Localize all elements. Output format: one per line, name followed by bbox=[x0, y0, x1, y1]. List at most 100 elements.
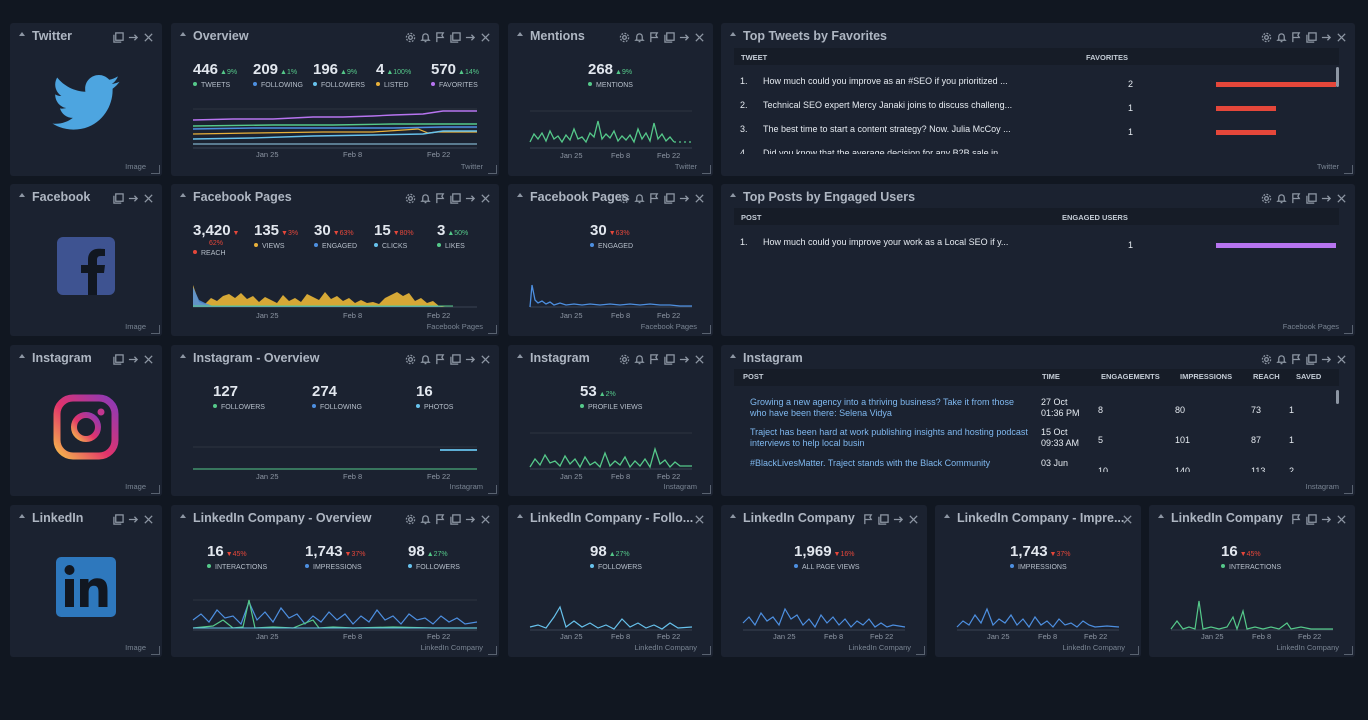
duplicate-icon[interactable] bbox=[1305, 192, 1317, 204]
bell-icon[interactable] bbox=[419, 353, 431, 365]
flag-icon[interactable] bbox=[434, 353, 446, 365]
column-header[interactable]: FAVORITES bbox=[1086, 53, 1128, 62]
resize-handle[interactable] bbox=[488, 646, 497, 655]
table-row[interactable]: 1. How much could you improve as an #SEO … bbox=[721, 76, 1355, 94]
scrollbar[interactable] bbox=[1336, 390, 1339, 404]
collapse-icon[interactable] bbox=[19, 354, 25, 358]
collapse-icon[interactable] bbox=[19, 193, 25, 197]
flag-icon[interactable] bbox=[1290, 353, 1302, 365]
resize-handle[interactable] bbox=[151, 485, 160, 494]
close-icon[interactable] bbox=[479, 353, 491, 365]
table-row[interactable]: Growing a new agency into a thriving bus… bbox=[721, 397, 1355, 425]
collapse-icon[interactable] bbox=[180, 514, 186, 518]
duplicate-icon[interactable] bbox=[1305, 31, 1317, 43]
collapse-icon[interactable] bbox=[180, 354, 186, 358]
table-row[interactable]: 2. Technical SEO expert Mercy Janaki join… bbox=[721, 100, 1355, 118]
move-icon[interactable] bbox=[892, 513, 904, 525]
duplicate-icon[interactable] bbox=[112, 31, 124, 43]
column-header[interactable]: ENGAGEMENTS bbox=[1101, 372, 1160, 381]
flag-icon[interactable] bbox=[434, 513, 446, 525]
table-row[interactable]: 1. How much could you improve your work a… bbox=[721, 237, 1355, 255]
close-icon[interactable] bbox=[907, 513, 919, 525]
flag-icon[interactable] bbox=[862, 513, 874, 525]
collapse-icon[interactable] bbox=[730, 193, 736, 197]
column-header[interactable]: SAVED bbox=[1296, 372, 1322, 381]
column-header[interactable]: IMPRESSIONS bbox=[1180, 372, 1233, 381]
table-row[interactable]: 4. Did you know that the average decision… bbox=[721, 148, 1355, 154]
column-header[interactable]: REACH bbox=[1253, 372, 1280, 381]
resize-handle[interactable] bbox=[702, 646, 711, 655]
column-header[interactable]: POST bbox=[743, 372, 764, 381]
bell-icon[interactable] bbox=[633, 31, 645, 43]
bell-icon[interactable] bbox=[419, 31, 431, 43]
bell-icon[interactable] bbox=[633, 353, 645, 365]
collapse-icon[interactable] bbox=[19, 514, 25, 518]
table-row[interactable]: #BlackLivesMatter. Traject stands with t… bbox=[721, 458, 1355, 472]
resize-handle[interactable] bbox=[488, 325, 497, 334]
move-icon[interactable] bbox=[464, 192, 476, 204]
move-icon[interactable] bbox=[127, 31, 139, 43]
close-icon[interactable] bbox=[479, 192, 491, 204]
resize-handle[interactable] bbox=[488, 165, 497, 174]
post-link[interactable]: Traject has been hard at work publishing… bbox=[750, 427, 1028, 448]
close-icon[interactable] bbox=[1121, 513, 1133, 525]
resize-handle[interactable] bbox=[151, 646, 160, 655]
row-text[interactable]: How much could you improve your work as … bbox=[763, 237, 1009, 247]
gear-icon[interactable] bbox=[618, 31, 630, 43]
close-icon[interactable] bbox=[479, 31, 491, 43]
duplicate-icon[interactable] bbox=[449, 31, 461, 43]
close-icon[interactable] bbox=[693, 31, 705, 43]
move-icon[interactable] bbox=[1320, 513, 1332, 525]
collapse-icon[interactable] bbox=[180, 193, 186, 197]
scrollbar[interactable] bbox=[1336, 67, 1339, 87]
resize-handle[interactable] bbox=[488, 485, 497, 494]
close-icon[interactable] bbox=[1335, 192, 1347, 204]
row-text[interactable]: Technical SEO expert Mercy Janaki joins … bbox=[763, 100, 1013, 110]
table-row[interactable]: 3. The best time to start a content strat… bbox=[721, 124, 1355, 142]
duplicate-icon[interactable] bbox=[449, 353, 461, 365]
move-icon[interactable] bbox=[464, 31, 476, 43]
move-icon[interactable] bbox=[1320, 192, 1332, 204]
collapse-icon[interactable] bbox=[517, 514, 523, 518]
flag-icon[interactable] bbox=[648, 192, 660, 204]
resize-handle[interactable] bbox=[151, 325, 160, 334]
gear-icon[interactable] bbox=[404, 513, 416, 525]
row-text[interactable]: Did you know that the average decision f… bbox=[763, 148, 1006, 154]
bell-icon[interactable] bbox=[419, 192, 431, 204]
collapse-icon[interactable] bbox=[1158, 514, 1164, 518]
flag-icon[interactable] bbox=[1290, 31, 1302, 43]
duplicate-icon[interactable] bbox=[449, 192, 461, 204]
duplicate-icon[interactable] bbox=[112, 353, 124, 365]
gear-icon[interactable] bbox=[1260, 192, 1272, 204]
close-icon[interactable] bbox=[479, 513, 491, 525]
collapse-icon[interactable] bbox=[944, 514, 950, 518]
duplicate-icon[interactable] bbox=[449, 513, 461, 525]
row-text[interactable]: How much could you improve as an #SEO if… bbox=[763, 76, 1008, 86]
close-icon[interactable] bbox=[142, 353, 154, 365]
resize-handle[interactable] bbox=[1344, 165, 1353, 174]
column-header[interactable]: TWEET bbox=[741, 53, 768, 62]
column-header[interactable]: POST bbox=[741, 213, 762, 222]
collapse-icon[interactable] bbox=[730, 32, 736, 36]
bell-icon[interactable] bbox=[1275, 192, 1287, 204]
close-icon[interactable] bbox=[1335, 353, 1347, 365]
collapse-icon[interactable] bbox=[517, 193, 523, 197]
bell-icon[interactable] bbox=[1275, 31, 1287, 43]
resize-handle[interactable] bbox=[151, 165, 160, 174]
move-icon[interactable] bbox=[678, 353, 690, 365]
move-icon[interactable] bbox=[127, 353, 139, 365]
bell-icon[interactable] bbox=[419, 513, 431, 525]
duplicate-icon[interactable] bbox=[1305, 513, 1317, 525]
collapse-icon[interactable] bbox=[730, 514, 736, 518]
close-icon[interactable] bbox=[693, 353, 705, 365]
duplicate-icon[interactable] bbox=[112, 192, 124, 204]
bell-icon[interactable] bbox=[1275, 353, 1287, 365]
resize-handle[interactable] bbox=[1344, 325, 1353, 334]
gear-icon[interactable] bbox=[1260, 31, 1272, 43]
gear-icon[interactable] bbox=[618, 353, 630, 365]
collapse-icon[interactable] bbox=[517, 32, 523, 36]
duplicate-icon[interactable] bbox=[663, 31, 675, 43]
column-header[interactable]: TIME bbox=[1042, 372, 1060, 381]
resize-handle[interactable] bbox=[916, 646, 925, 655]
move-icon[interactable] bbox=[127, 513, 139, 525]
